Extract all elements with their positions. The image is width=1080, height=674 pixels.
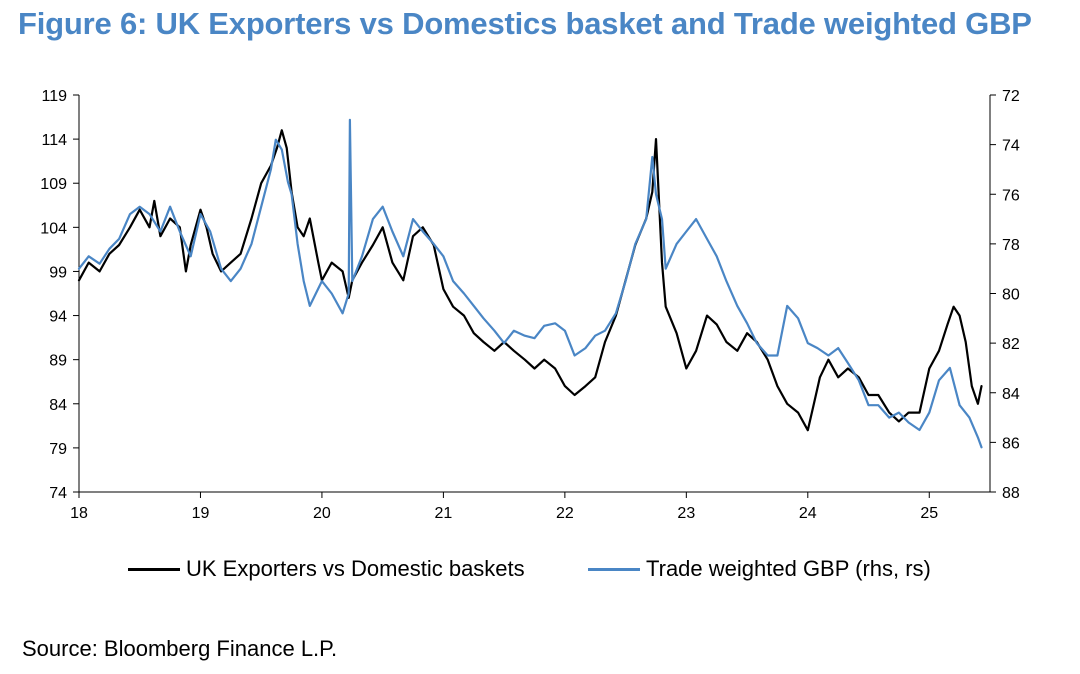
chart-title: Figure 6: UK Exporters vs Domestics bask…: [18, 6, 1032, 41]
y-left-tick-label: 119: [41, 88, 67, 105]
series-line-exporters: [77, 129, 983, 432]
y-left-tick-label: 84: [49, 397, 67, 414]
x-tick-label: 20: [313, 505, 331, 522]
legend-swatch-blue: [588, 567, 640, 571]
y-right-tick-label: 84: [1002, 386, 1020, 403]
y-right-tick-label: 80: [1002, 287, 1020, 304]
y-left-tick-label: 114: [41, 132, 67, 149]
y-right-tick-label: 78: [1002, 237, 1020, 254]
y-right-tick-label: 82: [1002, 336, 1020, 353]
x-tick-label: 21: [435, 505, 453, 522]
y-left-tick-label: 99: [49, 264, 67, 281]
y-left-tick-label: 74: [49, 485, 67, 502]
chart-legend: UK Exporters vs Domestic baskets Trade w…: [0, 556, 1080, 586]
y-left-tick-label: 104: [40, 220, 67, 237]
y-right-tick-label: 88: [1002, 485, 1020, 502]
x-tick-label: 24: [799, 505, 817, 522]
y-right-tick-label: 72: [1002, 88, 1020, 105]
y-right-tick-label: 74: [1002, 138, 1020, 155]
legend-label-exporters: UK Exporters vs Domestic baskets: [186, 556, 525, 581]
legend-item-exporters: UK Exporters vs Domestic baskets: [128, 556, 525, 582]
legend-swatch-black: [128, 567, 180, 571]
source-note: Source: Bloomberg Finance L.P.: [22, 636, 338, 661]
x-tick-label: 23: [677, 505, 695, 522]
x-tick-label: 19: [192, 505, 210, 522]
chart-axes: 74 79 84 89 94 99 104 109 114 119 72 74 76 78 80 82 84 86…: [40, 88, 1020, 522]
y-left-tick-label: 109: [40, 176, 67, 193]
line-chart: 74 79 84 89 94 99 104 109 114 119 72 74 76 78 80 82 84 86…: [40, 88, 1020, 522]
x-tick-label: 25: [920, 505, 938, 522]
x-tick-label: 22: [556, 505, 574, 522]
y-right-tick-label: 76: [1002, 187, 1020, 204]
legend-label-gbp: Trade weighted GBP (rhs, rs): [646, 556, 931, 581]
y-left-tick-label: 94: [49, 309, 67, 326]
series-line-gbp: [77, 118, 983, 449]
plot-area: [77, 118, 983, 449]
legend-item-gbp: Trade weighted GBP (rhs, rs): [588, 556, 931, 582]
y-left-tick-label: 89: [49, 353, 67, 370]
y-left-tick-label: 79: [49, 441, 67, 458]
y-right-tick-label: 86: [1002, 435, 1020, 452]
x-tick-label: 18: [70, 505, 88, 522]
